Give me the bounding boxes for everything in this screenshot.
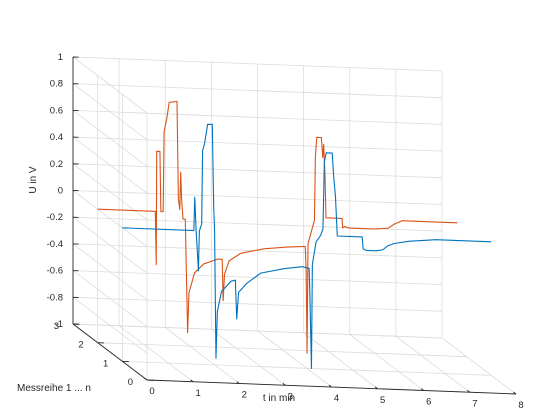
z-tick-label: -0.8 [47,292,63,303]
x-tick-label: 5 [380,395,385,406]
floor-gridline [122,360,492,376]
x-tick-mark [144,377,148,381]
x-tick-mark [328,384,332,388]
y-axis-line [72,323,148,381]
left-wall-gridline [72,216,148,274]
axes [72,56,517,395]
series-lines [97,100,492,370]
left-wall-gridline [72,190,148,247]
z-tick-label: 0.8 [50,79,63,90]
x-tick-mark [467,390,471,393]
x-tick-label: 4 [334,393,339,404]
floor-gridline [118,325,194,383]
y-tick-label: 0 [128,377,133,388]
x-tick-label: 3 [288,391,293,402]
floor-gridline [211,328,286,386]
floor-gridline [257,330,332,388]
x-tick-mark [236,381,240,384]
back-wall-gridline [72,136,443,152]
grid [72,56,517,395]
back-wall-gridline [72,110,443,125]
back-wall-gridline [72,323,443,339]
x-tick-label: 8 [518,400,523,411]
z-tick-label: -1 [55,319,63,330]
z-tick-label: 0 [58,186,63,197]
y-tick-label: 2 [78,340,83,351]
z-tick-label: -0.2 [47,212,63,223]
back-wall-gridline [72,190,443,205]
floor-gridline [441,337,517,395]
x-tick-mark [282,383,286,386]
back-wall-gridline [72,56,443,72]
z-tick-label: -0.4 [47,239,63,250]
x-tick-mark [513,391,517,395]
back-wall-gridline [72,270,443,285]
left-wall-gridline [72,110,148,167]
left-wall-gridline [72,296,148,354]
back-wall-gridline [72,296,443,312]
x-tick-label: 1 [195,388,200,399]
left-wall-gridline [72,136,148,194]
back-wall-gridline [72,243,443,259]
left-wall-gridline [72,163,148,221]
floor-gridline [165,327,240,384]
y-axis-label: Messreihe 1 ... n [17,383,91,394]
floor-gridline [349,334,424,391]
z-tick-label: 0.2 [50,159,63,170]
floor-gridline [395,335,471,393]
left-wall-gridline [72,270,148,327]
z-tick-label: 1 [58,52,63,63]
y-tick-label: 3 [54,321,59,332]
x-tick-mark [421,388,425,391]
x-tick-label: 6 [426,397,431,408]
floor-gridline [303,332,378,390]
floor-gridline [97,342,467,358]
z-tick-label: 0.4 [50,132,63,143]
y-tick-label: 1 [103,358,108,369]
x-axis-label: t in min [263,393,295,404]
series-line-1 [97,100,458,354]
x-tick-label: 2 [242,390,247,401]
tick-labels: 0 1 2 3 4 5 6 7 8 0 1 2 3 1 0.8 0.6 0.4 0.2 0 -0.2 -0.4 -0.6 -… [47,52,524,411]
left-wall-gridline [72,83,148,141]
x-tick-mark [374,386,378,390]
z-axis-label: U in V [28,166,39,194]
back-wall-gridline [72,83,443,99]
series-line-2 [122,123,492,370]
x-tick-mark [190,379,194,383]
left-wall-gridline [72,243,148,301]
left-wall-gridline [72,56,148,114]
x-tick-label: 7 [472,398,477,409]
x-tick-label: 0 [149,386,154,397]
z-tick-label: 0.6 [50,105,63,116]
z-tick-label: -0.6 [47,266,63,277]
back-wall-gridline [72,163,443,179]
